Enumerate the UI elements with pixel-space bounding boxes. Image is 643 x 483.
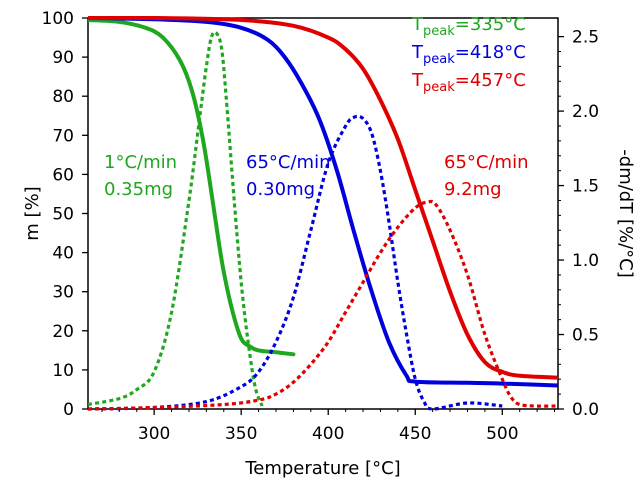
series-line-blue_mass <box>88 16 558 388</box>
y-left-tick-label: 30 <box>52 283 74 303</box>
y-right-axis-title: -dm/dT [%/°C] <box>615 149 636 277</box>
annotation-green-label-line: 1°C/min <box>104 152 177 173</box>
annotation-red-label-line: 9.2mg <box>444 179 502 200</box>
y-left-tick-label: 50 <box>52 205 74 225</box>
series-layer <box>88 16 558 411</box>
y-right-tick-label: 2.0 <box>572 102 599 122</box>
x-tick-label: 350 <box>225 424 257 444</box>
series-line-blue_rate <box>88 114 503 411</box>
y-right-tick-label: 1.5 <box>572 177 599 197</box>
annotation-layer: Tpeak=335°C Tpeak=418°C Tpeak=457°C 1°C/min… <box>104 14 528 200</box>
y-left-tick-label: 90 <box>52 48 74 68</box>
y-left-tick-label: 10 <box>52 361 74 381</box>
x-tick-label: 500 <box>486 424 518 444</box>
x-axis-title: Temperature [°C] <box>244 458 400 479</box>
series-line-red_mass <box>88 16 558 380</box>
x-tick-label: 300 <box>138 424 170 444</box>
y-right-tick-label: 0.5 <box>572 326 599 346</box>
x-tick-label: 450 <box>399 424 431 444</box>
annotation-red-label-line: 65°C/min <box>444 152 528 173</box>
y-left-tick-label: 80 <box>52 87 74 107</box>
annotation-blue-label-line: 0.30mg <box>246 179 315 200</box>
y-left-tick-label: 100 <box>42 9 74 29</box>
x-tick-label: 400 <box>312 424 344 444</box>
series-line-green_rate <box>88 30 264 407</box>
y-left-axis-title: m [%] <box>22 186 43 240</box>
y-right-tick-label: 1.0 <box>572 251 599 271</box>
series-line-green_mass <box>88 18 296 357</box>
annotation-blue-label-line: 65°C/min <box>246 152 330 173</box>
y-left-tick-label: 60 <box>52 165 74 185</box>
series-line-red_rate <box>88 199 558 411</box>
annotation-peak-red: Tpeak=457°C <box>411 70 526 95</box>
annotation-peak-blue: Tpeak=418°C <box>411 42 526 67</box>
y-right-tick-label: 0.0 <box>572 400 599 420</box>
ticks-layer: 300 350 400 450 500 0 10 20 30 40 50 60 70 80 90 100 0.0… <box>42 9 600 444</box>
y-left-tick-label: 0 <box>63 400 74 420</box>
y-left-tick-label: 70 <box>52 126 74 146</box>
y-right-tick-label: 2.5 <box>572 28 599 48</box>
annotation-green-label-line: 0.35mg <box>104 179 173 200</box>
y-left-tick-label: 40 <box>52 244 74 264</box>
annotation-peak-green: Tpeak=335°C <box>411 14 526 39</box>
y-left-tick-label: 20 <box>52 322 74 342</box>
